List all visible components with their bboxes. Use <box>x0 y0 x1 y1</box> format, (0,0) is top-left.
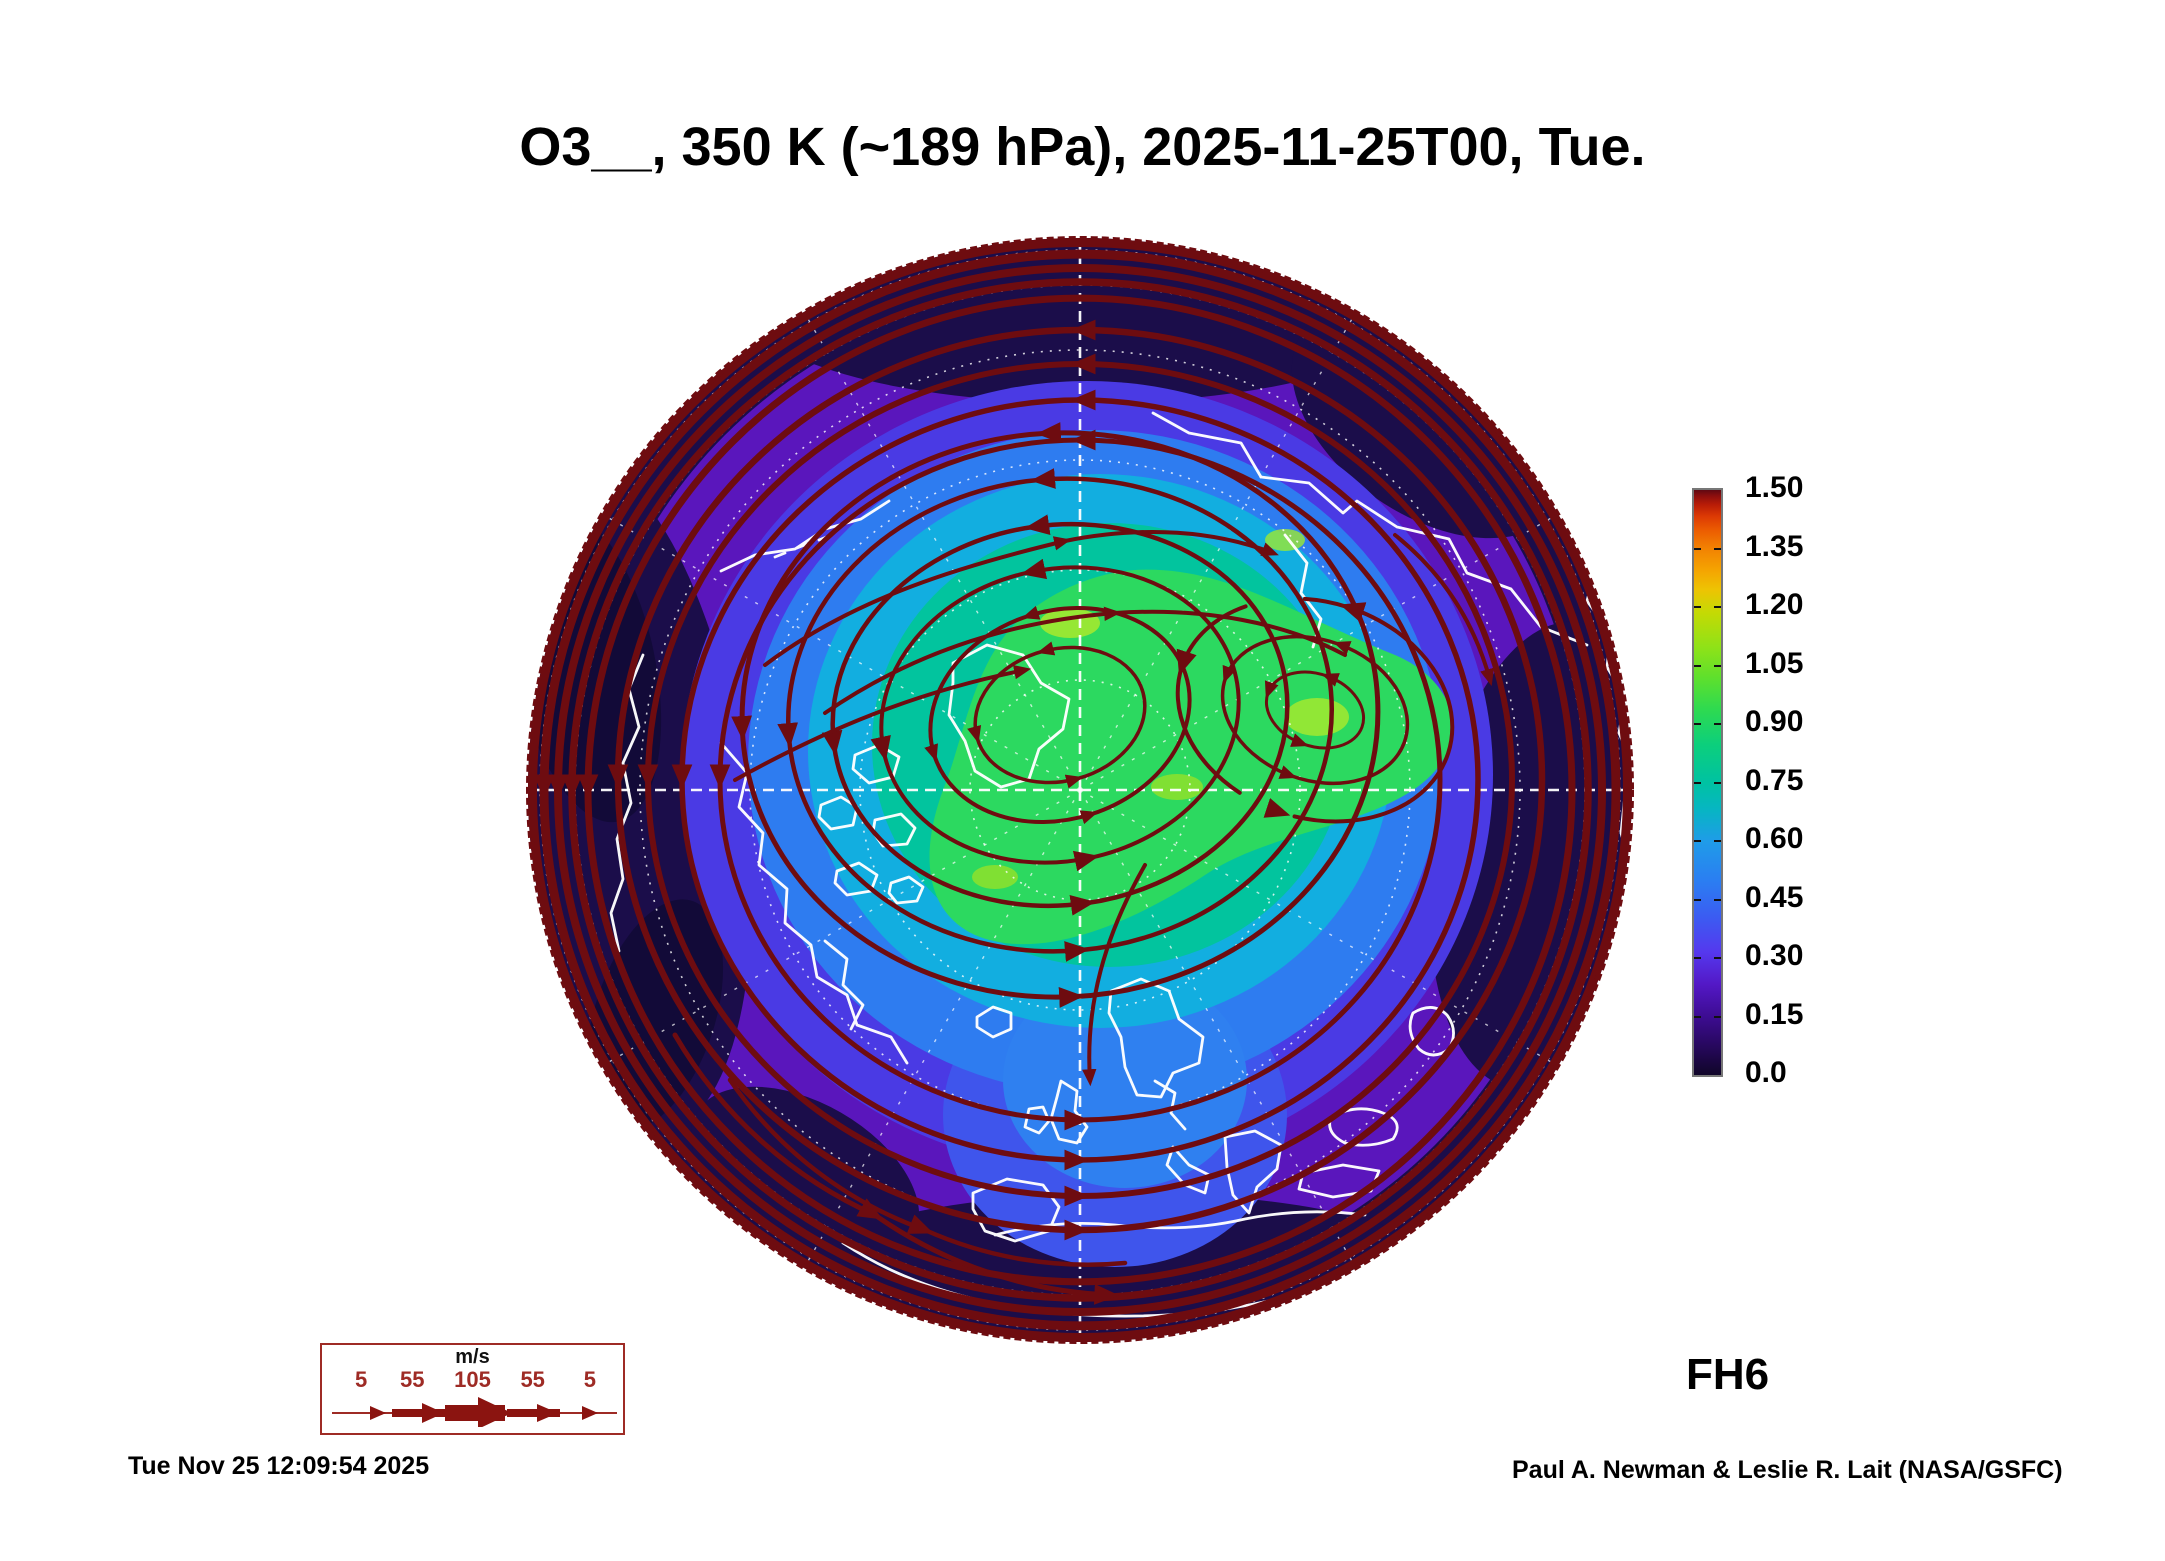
colorbar-tick-label: 1.05 <box>1745 646 1804 680</box>
streamlines <box>528 238 1632 1342</box>
colorbar-tick-mark <box>1694 606 1701 608</box>
colorbar <box>1692 488 1723 1077</box>
credit-text: Paul A. Newman & Leslie R. Lait (NASA/GS… <box>1512 1456 2063 1484</box>
colorbar-tick-label: 0.0 <box>1745 1056 1787 1089</box>
colorbar-tick-labels: 1.50 1.35 1.20 1.05 0.90 0.75 0.60 0.45 0.30 0.15… <box>1745 472 1885 1089</box>
colorbar-tick-mark <box>1694 547 1701 550</box>
globe-rim <box>526 236 1634 1344</box>
wind-speed-label: 5 <box>355 1367 368 1392</box>
colorbar-tick-label: 1.50 <box>1745 471 1804 504</box>
colorbar-tick-label: 0.45 <box>1745 880 1804 914</box>
plot-title: O3__, 350 K (~189 hPa), 2025-11-25T00, T… <box>519 117 1646 177</box>
colorbar-tick-label: 0.60 <box>1745 822 1804 855</box>
colorbar-tick-mark <box>1694 957 1701 959</box>
colorbar-tick-mark <box>1714 547 1721 550</box>
colorbar-tick-label: 0.75 <box>1745 763 1804 797</box>
polar-map <box>525 235 1635 1345</box>
colorbar-tick-label: 0.90 <box>1745 705 1804 738</box>
colorbar-tick-mark <box>1694 898 1701 901</box>
colorbar-tick-mark <box>1714 723 1721 725</box>
colorbar-tick-mark <box>1714 898 1721 901</box>
wind-speed-label: 55 <box>400 1367 425 1392</box>
colorbar-tick-mark <box>1694 1015 1701 1018</box>
colorbar-tick-mark <box>1694 723 1701 725</box>
wind-speed-label: 5 <box>583 1367 596 1392</box>
colorbar-tick-label: 1.20 <box>1745 588 1804 621</box>
colorbar-tick-mark <box>1714 957 1721 959</box>
wind-unit-label: m/s <box>455 1346 490 1368</box>
generation-timestamp: Tue Nov 25 12:09:54 2025 <box>128 1452 430 1480</box>
wind-speed-label: 55 <box>520 1367 545 1392</box>
forecast-hour-label: FH6 <box>1686 1350 1770 1399</box>
colorbar-tick-mark <box>1714 1015 1721 1018</box>
wind-speed-label: 105 <box>454 1367 491 1392</box>
colorbar-tick-mark <box>1714 840 1721 842</box>
wind-arrow-scale-icon <box>332 1397 617 1427</box>
wind-speed-legend: m/s 5 55 105 55 5 <box>320 1343 625 1435</box>
colorbar-tick-label: 0.15 <box>1745 997 1804 1031</box>
colorbar-tick-mark <box>1694 664 1701 667</box>
colorbar-tick-mark <box>1714 606 1721 608</box>
colorbar-tick-mark <box>1694 840 1701 842</box>
colorbar-tick-label: 0.30 <box>1745 939 1804 972</box>
colorbar-tick-mark <box>1714 664 1721 667</box>
polar-map-svg <box>526 236 1634 1344</box>
colorbar-tick-mark <box>1694 781 1701 784</box>
wind-legend-values: 5 55 105 55 5 <box>322 1367 623 1392</box>
colorbar-tick-mark <box>1714 781 1721 784</box>
colorbar-tick-label: 1.35 <box>1745 529 1804 563</box>
